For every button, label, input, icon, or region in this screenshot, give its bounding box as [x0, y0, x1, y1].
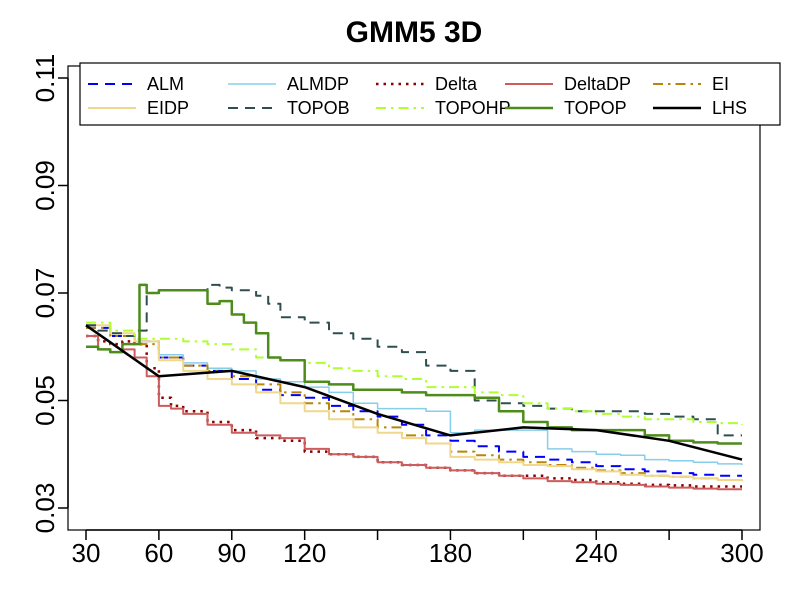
y-tick-label: 0.05	[30, 375, 60, 426]
y-tick-label: 0.09	[30, 160, 60, 211]
x-tick-label: 240	[575, 538, 618, 568]
legend-label-almdp: ALMDP	[287, 74, 349, 94]
legend-label-alm: ALM	[147, 74, 184, 94]
legend-label-deltadp: DeltaDP	[564, 74, 631, 94]
x-tick-label: 30	[72, 538, 101, 568]
legend-label-delta: Delta	[435, 74, 478, 94]
x-tick-label: 120	[283, 538, 326, 568]
y-axis: 0.03 0.05 0.07 0.09 0.11	[30, 54, 69, 534]
legend-label-topob: TOPOB	[287, 98, 350, 118]
legend-box	[79, 62, 781, 126]
series-line-ei	[86, 326, 743, 482]
x-tick-label: 90	[217, 538, 246, 568]
chart-title: GMM5 3D	[346, 16, 483, 49]
legend-label-eidp: EIDP	[147, 98, 189, 118]
y-tick-label: 0.11	[30, 54, 60, 103]
series-line-deltadp	[86, 335, 742, 491]
y-tick-label: 0.03	[30, 483, 60, 534]
x-tick-label: 300	[720, 538, 763, 568]
legend-label-ei: EI	[712, 74, 729, 94]
y-tick-label: 0.07	[30, 268, 60, 319]
series-line-topob	[86, 283, 742, 437]
series-line-lhs	[85, 324, 743, 461]
x-tick-label: 180	[429, 538, 472, 568]
x-tick-label: 60	[144, 538, 173, 568]
series-line-alm	[86, 326, 742, 477]
legend-label-topohp: TOPOHP	[435, 98, 511, 118]
series-line-almdp	[86, 324, 743, 465]
legend: ALM ALMDP Delta DeltaDP EI EIDP TOPOB TOPOHP TOP…	[79, 62, 781, 126]
series-line-topohp	[86, 321, 743, 425]
series-layer	[67, 65, 761, 531]
series-line-eidp	[86, 324, 743, 482]
legend-label-lhs: LHS	[712, 98, 747, 118]
legend-label-topop: TOPOP	[564, 98, 627, 118]
